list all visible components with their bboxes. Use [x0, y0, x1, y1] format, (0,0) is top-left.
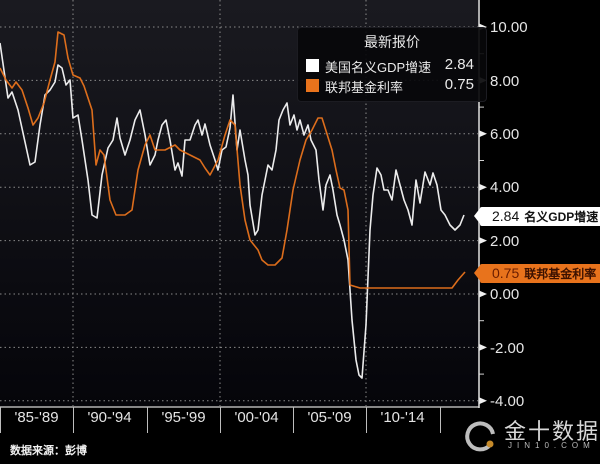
y-tick: 2.00: [490, 233, 520, 250]
tag-value: 2.84: [492, 208, 520, 224]
y-tick: 8.00: [490, 73, 520, 90]
legend: 最新报价 美国名义GDP增速 2.84 联邦基金利率 0.75: [297, 27, 487, 102]
legend-label: 美国名义GDP增速: [325, 60, 432, 75]
fedfunds-value-tag: 0.75 联邦基金利率: [474, 264, 600, 283]
legend-swatch-white-icon: [306, 59, 319, 72]
x-axis-labels: '85-'89 '90-'94 '95-'99 '00-'04 '05-'09 …: [0, 407, 478, 435]
legend-item-gdp: 美国名义GDP增速 2.84: [306, 56, 474, 75]
x-tick: '95-'99: [161, 409, 206, 426]
legend-swatch-orange-icon: [306, 79, 319, 92]
data-source: 数据来源：彭博: [10, 445, 87, 457]
x-tick: '05-'09: [307, 409, 352, 426]
y-tick: 0.00: [490, 286, 520, 303]
y-tick: -4.00: [490, 393, 525, 410]
x-tick: '85-'89: [14, 409, 59, 426]
x-tick: '00-'04: [234, 409, 279, 426]
x-tick: '10-'14: [380, 409, 425, 426]
logo-ring-icon: [465, 421, 495, 452]
legend-label: 联邦基金利率: [325, 80, 404, 95]
tag-value: 0.75: [492, 265, 520, 281]
gdp-value-tag: 2.84 名义GDP增速: [474, 207, 600, 226]
y-tick: 6.00: [490, 126, 520, 143]
legend-value: 0.75: [444, 76, 474, 93]
tag-label: 名义GDP增速: [524, 210, 599, 224]
x-tick: '90-'94: [87, 409, 132, 426]
legend-value: 2.84: [444, 56, 474, 73]
y-tick: 4.00: [490, 179, 520, 196]
logo-text: 金十数据: [504, 419, 600, 444]
legend-title: 最新报价: [364, 34, 420, 50]
tag-label: 联邦基金利率: [524, 267, 597, 281]
y-tick: 10.00: [490, 19, 528, 36]
y-tick: -2.00: [490, 340, 525, 357]
jin10-logo: 金十数据 JIN10.COM: [460, 410, 600, 464]
legend-item-fedfunds: 联邦基金利率 0.75: [306, 76, 474, 95]
logo-subtext: JIN10.COM: [508, 441, 595, 450]
